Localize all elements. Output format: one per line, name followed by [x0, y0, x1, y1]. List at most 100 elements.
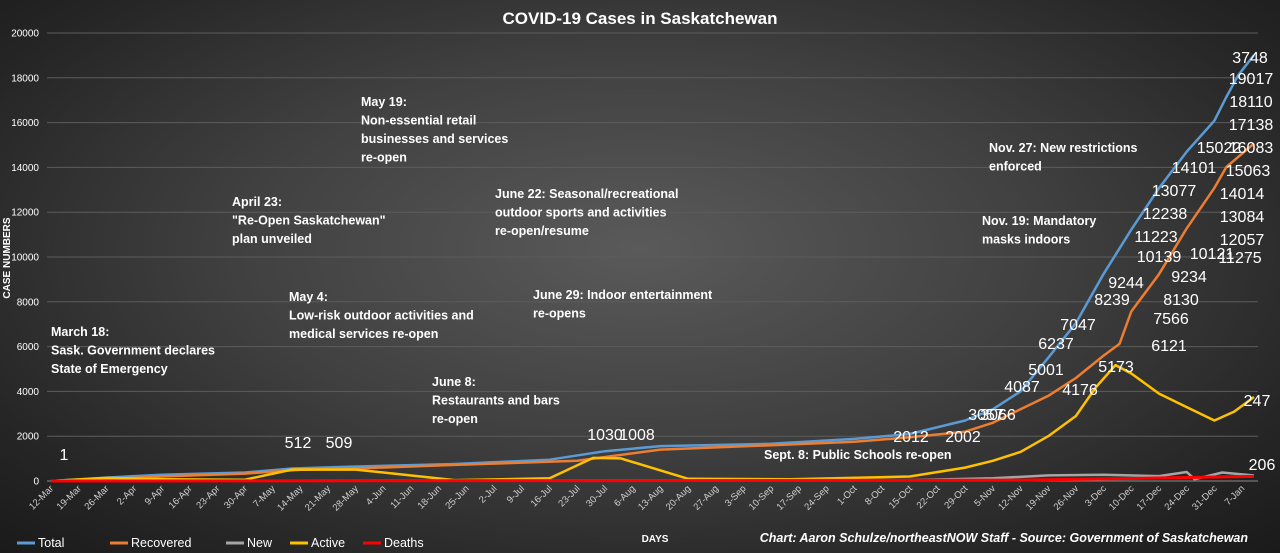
x-tick-label: 31-Dec [1190, 483, 1220, 513]
source-note: Chart: Aaron Schulze/northeastNOW Staff … [760, 531, 1249, 545]
x-tick-label: 26-Mar [82, 483, 111, 512]
x-tick-label: 10-Sep [747, 483, 776, 512]
data-label: 11223 [1134, 229, 1177, 246]
x-tick-label: 16-Apr [167, 483, 195, 511]
legend-item-new: New [226, 536, 273, 550]
legend-label: New [247, 536, 273, 550]
x-tick-label: 5-Nov [972, 483, 998, 509]
x-tick-label: 3-Dec [1083, 483, 1109, 509]
annotation-line: masks indoors [982, 233, 1070, 247]
annotation-line: May 4: [289, 290, 328, 304]
annotation-line: June 22: Seasonal/recreational [495, 187, 678, 201]
annotations: March 18: Sask. Government declares State … [51, 95, 1137, 462]
annotation-line: businesses and services [361, 132, 508, 146]
annotation: June 29: Indoor entertainment re-opens [533, 288, 713, 321]
annotation: June 8: Restaurants and bars re-open [432, 375, 560, 426]
x-tick-label: 24-Dec [1162, 483, 1192, 513]
x-tick-label: 30-Apr [222, 483, 250, 511]
data-label: 6121 [1151, 338, 1187, 355]
x-tick-label: 16-Jul [529, 483, 555, 509]
x-tick-label: 25-Jun [443, 483, 471, 511]
data-label: 11275 [1218, 250, 1261, 267]
x-tick-label: 17-Sep [775, 483, 804, 512]
data-label: 6237 [1038, 336, 1074, 353]
x-tick-label: 12-Nov [996, 483, 1026, 513]
data-label: 15063 [1226, 163, 1271, 180]
y-tick-label: 6000 [17, 342, 40, 353]
data-label: 4087 [1004, 379, 1040, 396]
annotation-line: outdoor sports and activities [495, 206, 667, 220]
y-tick-label: 18000 [11, 73, 39, 84]
data-label: 13077 [1152, 183, 1197, 200]
x-tick-label: 24-Sep [802, 483, 831, 512]
annotation-line: re-open/resume [495, 224, 589, 238]
annotation: May 4: Low-risk outdoor activities and med… [289, 290, 474, 341]
x-tick-label: 18-Jun [416, 483, 444, 511]
annotation-line: Sask. Government declares [51, 344, 215, 358]
data-label: 16083 [1229, 140, 1274, 157]
annotation-line: June 29: Indoor entertainment [533, 288, 713, 302]
x-tick-label: 20-Aug [664, 483, 693, 512]
data-label: 8130 [1163, 292, 1199, 309]
x-tick-label: 12-Mar [27, 483, 56, 512]
data-label: 9234 [1171, 269, 1207, 286]
data-label: 8239 [1094, 292, 1130, 309]
x-tick-label: 2-Jul [477, 483, 499, 505]
annotation-line: enforced [989, 160, 1042, 174]
y-tick-label: 20000 [11, 29, 39, 40]
annotation: Nov. 27: New restrictions enforced [989, 141, 1137, 174]
data-label: 206 [1249, 457, 1276, 474]
x-tick-label: 2-Apr [115, 483, 139, 507]
annotation-line: Sept. 8: Public Schools re-open [764, 448, 952, 462]
data-label: 7566 [1153, 311, 1189, 328]
data-label: 3066 [980, 407, 1016, 424]
data-label: 19017 [1229, 71, 1274, 88]
data-label: 5173 [1098, 359, 1134, 376]
annotation-line: May 19: [361, 95, 407, 109]
y-axis: 0 2000 4000 6000 8000 10000 12000 14000 16000 180… [11, 29, 39, 488]
x-tick-label: 27-Aug [691, 483, 720, 512]
chart-title: COVID-19 Cases in Saskatchewan [503, 9, 778, 28]
annotation-line: April 23: [232, 195, 282, 209]
x-tick-label: 21-May [303, 483, 333, 513]
series-line-total [50, 54, 1255, 483]
legend-label: Total [38, 536, 64, 550]
legend-label: Active [311, 536, 345, 550]
data-label: 2012 [893, 429, 929, 446]
y-tick-label: 8000 [17, 297, 40, 308]
x-tick-label: 26-Nov [1052, 483, 1082, 513]
x-tick-label: 6-Aug [612, 483, 638, 509]
x-tick-label: 29-Oct [942, 483, 970, 511]
annotation-line: medical services re-open [289, 327, 438, 341]
annotation-line: Restaurants and bars [432, 394, 560, 408]
data-label: 18110 [1229, 94, 1272, 111]
data-label: 509 [326, 435, 353, 452]
y-tick-label: 4000 [17, 387, 40, 398]
annotation: March 18: Sask. Government declares State … [51, 325, 215, 376]
x-tick-label: 30-Jul [584, 483, 610, 509]
x-tick-label: 14-May [275, 483, 305, 513]
legend-item-deaths: Deaths [363, 536, 424, 550]
x-tick-label: 22-Oct [915, 483, 943, 511]
data-label: 247 [1244, 393, 1271, 410]
data-label: 14101 [1172, 160, 1217, 177]
annotation-line: Low-risk outdoor activities and [289, 309, 474, 323]
x-tick-label: 10-Dec [1107, 483, 1137, 513]
annotation: April 23: "Re-Open Saskatchewan" plan unve… [232, 195, 386, 246]
y-tick-label: 14000 [11, 163, 39, 174]
y-tick-label: 16000 [11, 118, 39, 129]
series-line-deaths [50, 474, 1255, 483]
legend-item-total: Total [17, 536, 64, 550]
x-tick-label: 28-May [331, 483, 361, 513]
series-line-active [50, 363, 1255, 483]
data-label: 2002 [945, 429, 981, 446]
data-label: 5001 [1028, 362, 1064, 379]
data-label: 14014 [1220, 186, 1265, 203]
data-label: 1030 [587, 427, 623, 444]
x-tick-label: 19-Mar [55, 483, 84, 512]
annotation-line: State of Emergency [51, 362, 168, 376]
data-label: 10139 [1137, 249, 1182, 266]
